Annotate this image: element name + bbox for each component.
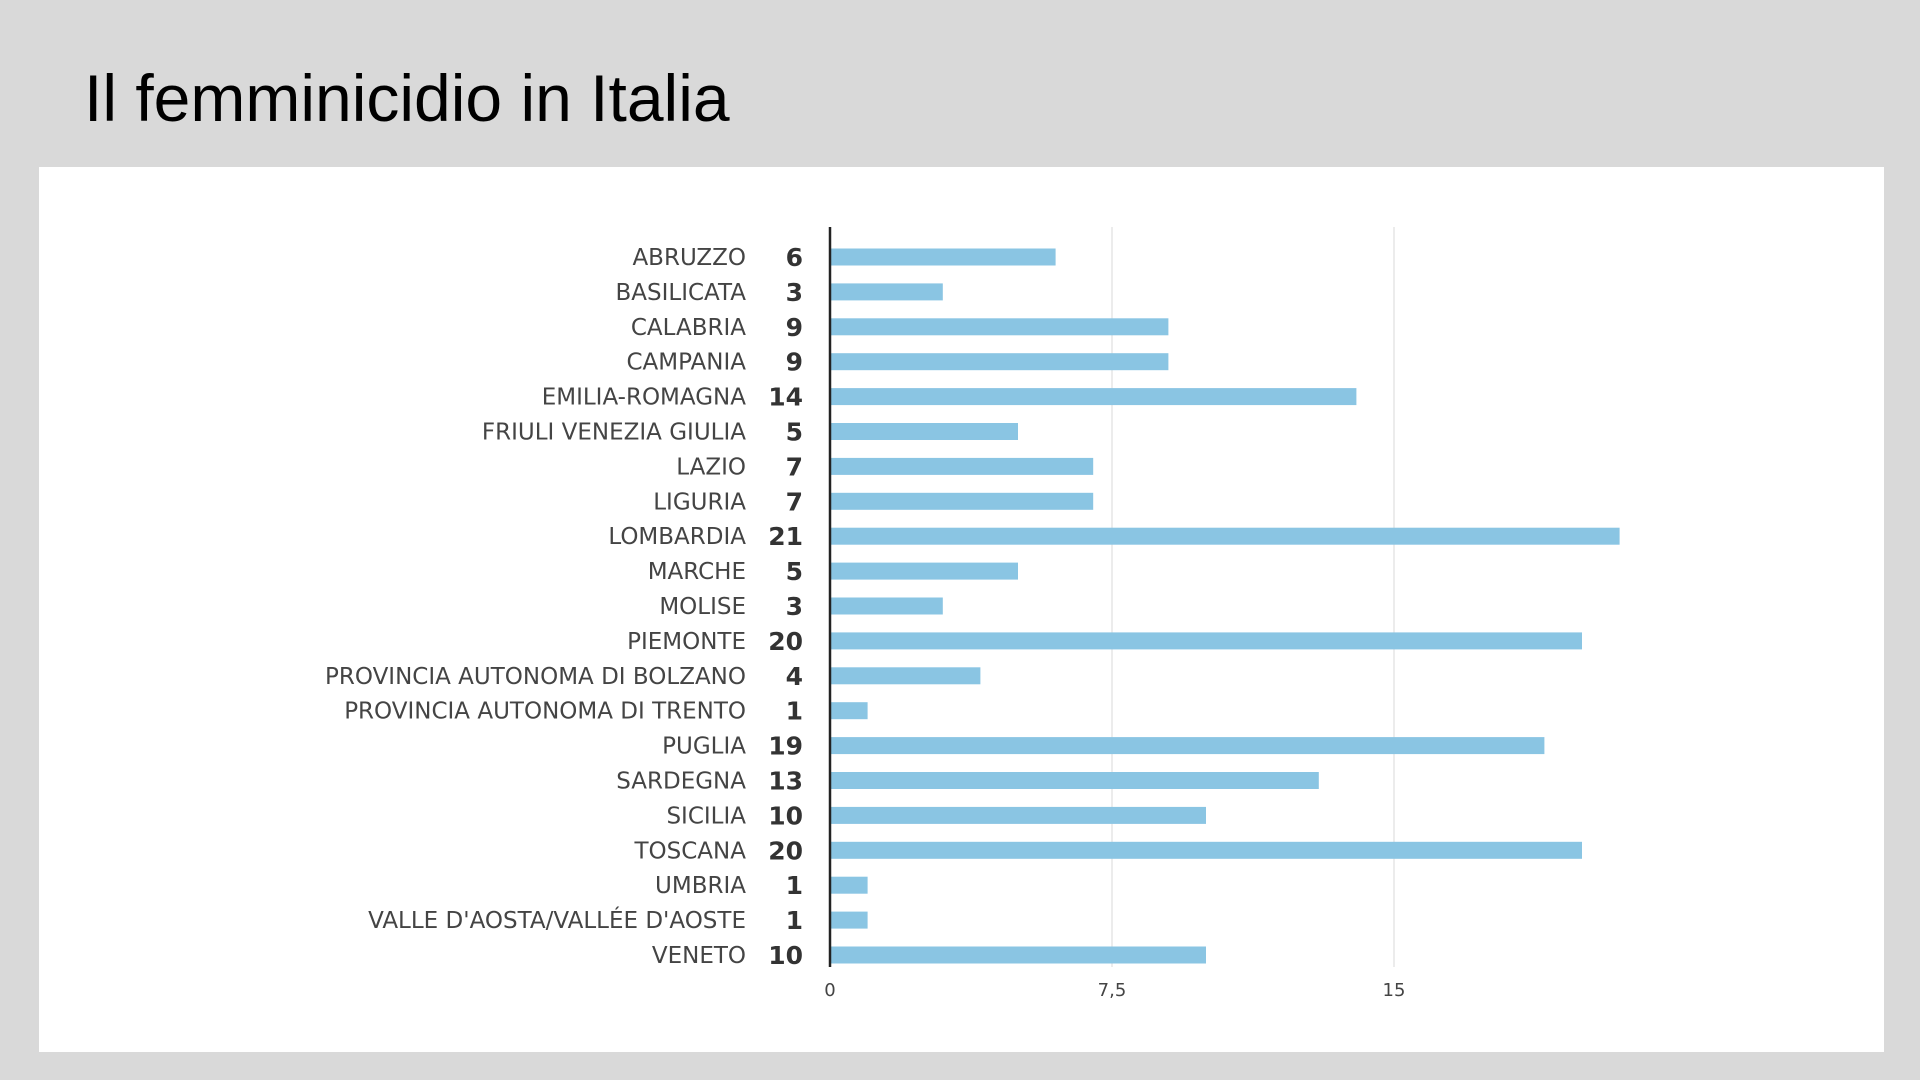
value-label-9: 5 [786,557,803,586]
chart-panel: ABRUZZO 6 BASILICATA 3 CALABRIA 9 CAMPANIA 9 EMI… [39,167,1884,1052]
bar-12 [830,667,981,685]
category-label-0: ABRUZZO [632,245,746,271]
value-label-15: 13 [768,767,803,796]
bar-13 [830,702,868,720]
category-label-2: CALABRIA [631,315,746,341]
bar-3 [830,353,1169,371]
bar-19 [830,911,868,929]
value-label-14: 19 [768,732,803,761]
category-label-13: PROVINCIA AUTONOMA DI TRENTO [344,699,746,725]
bar-14 [830,737,1545,755]
bar-8 [830,527,1620,545]
value-label-12: 4 [786,662,803,691]
bar-7 [830,492,1094,510]
x-tick-label-0: 0 [824,980,835,1001]
bar-20 [830,946,1206,964]
category-label-16: SICILIA [666,803,746,829]
category-label-12: PROVINCIA AUTONOMA DI BOLZANO [325,664,746,690]
bar-15 [830,772,1319,789]
bar-chart: ABRUZZO 6 BASILICATA 3 CALABRIA 9 CAMPANIA 9 EMI… [325,227,1620,1001]
category-label-18: UMBRIA [655,873,746,899]
value-label-8: 21 [768,522,803,551]
bar-11 [830,632,1582,650]
value-label-20: 10 [768,941,803,970]
value-label-7: 7 [786,487,803,516]
value-label-19: 1 [786,906,803,935]
x-tick-label-1: 7,5 [1098,980,1127,1001]
category-label-4: EMILIA-ROMAGNA [542,385,747,411]
category-label-10: MOLISE [659,594,746,620]
category-label-6: LAZIO [676,454,746,480]
category-label-8: LOMBARDIA [608,524,746,550]
value-label-11: 20 [768,627,803,656]
value-label-3: 9 [786,348,803,377]
bar-5 [830,423,1018,440]
bar-6 [830,457,1094,475]
category-label-20: VENETO [652,943,746,969]
slide-title: Il femminicidio in Italia [84,61,730,135]
category-label-7: LIGURIA [653,489,746,515]
bar-2 [830,318,1169,336]
value-label-4: 14 [768,383,803,412]
bar-17 [830,841,1582,859]
value-label-13: 1 [786,697,803,726]
category-label-5: FRIULI VENEZIA GIULIA [482,420,746,446]
value-label-0: 6 [786,243,803,272]
value-label-17: 20 [768,836,803,865]
value-label-6: 7 [786,452,803,481]
category-label-9: MARCHE [648,559,746,585]
bar-0 [830,248,1056,266]
category-label-3: CAMPANIA [627,350,747,376]
category-label-19: VALLE D'AOSTA/VALLÉE D'AOSTE [368,906,746,934]
bar-16 [830,806,1206,824]
bar-1 [830,283,943,301]
value-label-16: 10 [768,801,803,830]
bar-4 [830,388,1357,406]
value-label-10: 3 [786,592,803,621]
value-label-5: 5 [786,418,803,447]
bar-9 [830,562,1018,580]
value-label-2: 9 [786,313,803,342]
category-label-17: TOSCANA [634,838,747,864]
x-tick-label-2: 15 [1383,980,1406,1001]
bar-18 [830,876,868,894]
bar-10 [830,597,943,615]
category-label-15: SARDEGNA [616,769,746,795]
category-label-1: BASILICATA [616,280,747,306]
category-label-14: PUGLIA [662,734,746,760]
value-label-18: 1 [786,871,803,900]
value-label-1: 3 [786,278,803,307]
category-label-11: PIEMONTE [627,629,746,655]
